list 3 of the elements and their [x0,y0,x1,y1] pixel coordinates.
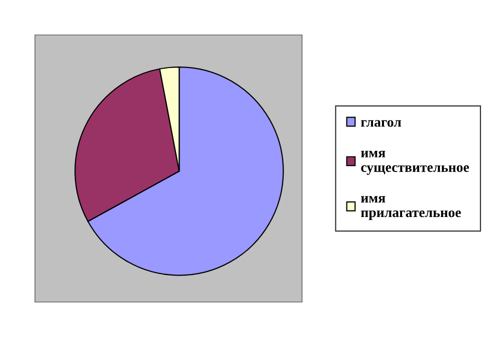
legend-label: имя прилагательное [361,196,461,220]
legend-label: имя существительное [361,150,469,175]
legend-label: глагол [361,120,402,127]
